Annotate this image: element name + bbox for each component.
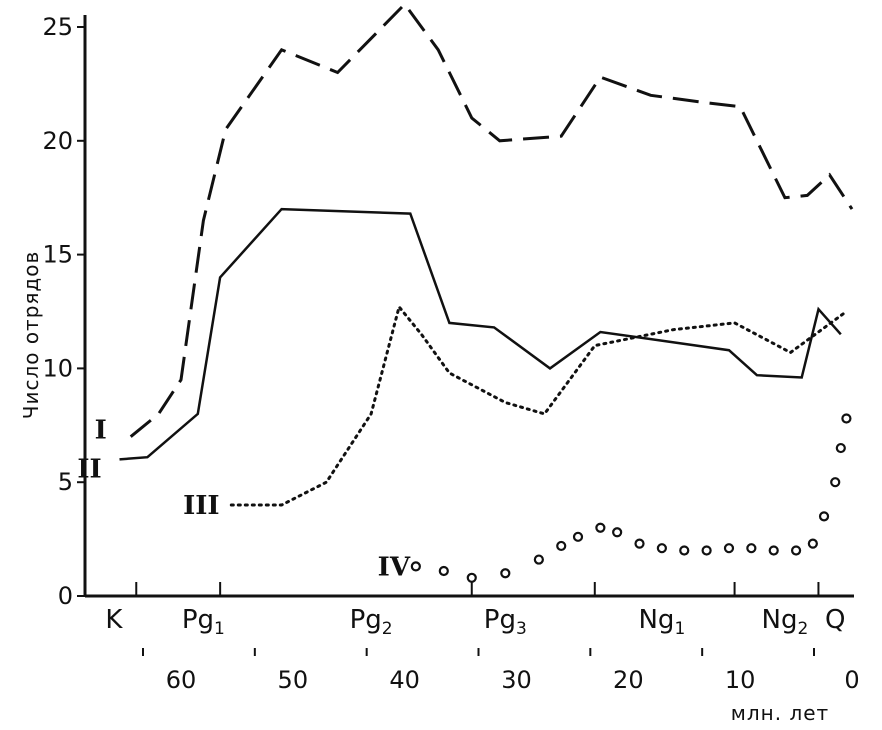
period-label: K <box>105 605 123 635</box>
x-tick-label: 0 <box>844 666 859 694</box>
series-iv-point <box>656 543 667 554</box>
period-label: Pg3 <box>484 605 527 639</box>
period-label: Pg1 <box>182 605 225 639</box>
y-tick-label: 15 <box>42 241 73 269</box>
x-tick-label: 50 <box>278 666 309 694</box>
y-axis-title: Число отрядов <box>19 251 43 420</box>
y-tick-label: 20 <box>42 127 73 155</box>
series-iv-point <box>595 522 606 533</box>
axes <box>83 15 854 598</box>
series-iv-point <box>835 442 846 454</box>
series-layer <box>119 1 854 583</box>
x-tick-label: 60 <box>166 666 197 694</box>
series-iv-point <box>410 561 421 572</box>
series-iv-point <box>701 545 712 556</box>
period-label: Ng2 <box>762 605 809 639</box>
series-iv-point <box>466 572 477 583</box>
series-ii-line <box>119 207 842 461</box>
series-iii-label: III <box>183 491 220 521</box>
x-axis-unit: млн. лет <box>731 701 829 725</box>
series-iv-point <box>818 511 830 522</box>
x-tick-label: 10 <box>725 666 756 694</box>
y-tick-label: 0 <box>58 582 73 610</box>
x-tick-label: 40 <box>389 666 420 694</box>
period-label: Pg2 <box>350 605 393 639</box>
series-iii-line <box>229 303 848 507</box>
series-ii-label: II <box>77 454 101 484</box>
series-iv-point <box>723 543 735 554</box>
series-i-line <box>129 1 854 438</box>
series-iv-point <box>746 543 757 554</box>
y-tick-label: 10 <box>42 354 73 382</box>
y-tick-label: 25 <box>42 13 73 41</box>
series-iv-point <box>500 568 511 579</box>
series-iv-point <box>807 538 818 549</box>
series-iv-point <box>841 413 852 424</box>
period-label: Ng1 <box>638 605 685 639</box>
x-tick-label: 30 <box>501 666 532 694</box>
x-tick-label: 20 <box>613 666 644 694</box>
series-iv-point <box>556 540 567 552</box>
series-iv-point <box>830 477 841 488</box>
series-iv-point <box>790 545 802 556</box>
series-iv-point <box>533 554 544 565</box>
series-i-label: I <box>95 416 107 446</box>
period-label: Q <box>825 605 845 635</box>
series-iv-point <box>438 565 449 577</box>
ticks: 0 5 10 15 20 25 60 50 40 30 20 10 0 <box>42 13 859 694</box>
series-iv-point <box>679 545 690 556</box>
series-iv-point <box>572 531 584 542</box>
series-iv-point <box>634 538 645 549</box>
series-iv-label: IV <box>378 552 411 582</box>
series-iv-point <box>768 545 779 556</box>
series-iv-point <box>612 527 623 538</box>
y-tick-label: 5 <box>58 468 73 496</box>
